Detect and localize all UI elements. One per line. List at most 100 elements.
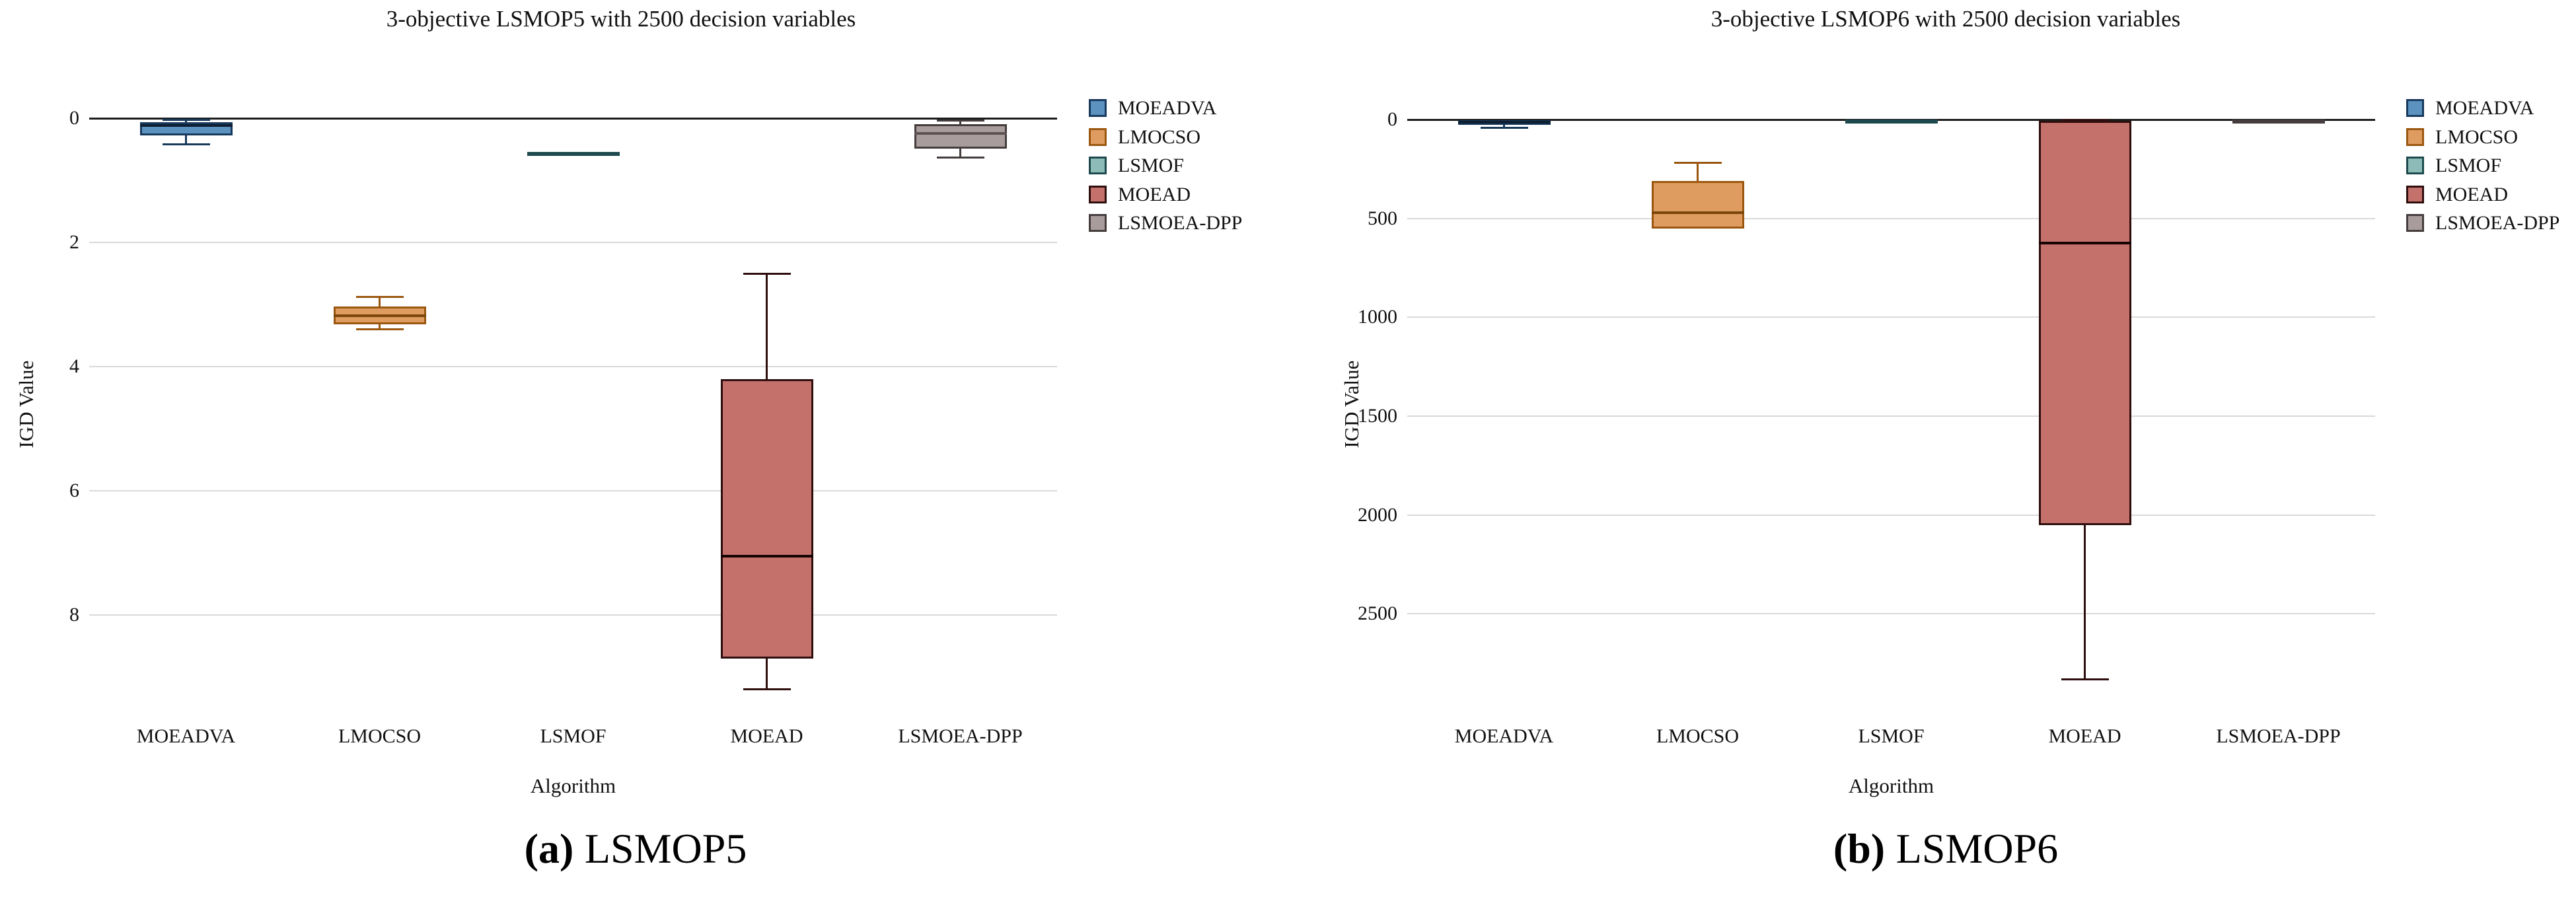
y-tick-label-2: 2 [69, 231, 79, 253]
whisker-upper-LSMOEA-DPP [959, 120, 961, 125]
gridline-2500 [1407, 613, 2375, 615]
caption-label: LSMOP5 [584, 825, 747, 872]
whisker-upper-LMOCSO [379, 297, 381, 306]
x-axis-label: Algorithm [1848, 774, 1934, 797]
whisker-cap-min-LMOCSO [355, 296, 404, 299]
box-LSMOEA-DPP [914, 124, 1007, 149]
whisker-upper-LMOCSO [1697, 162, 1699, 181]
gridline-2000 [1407, 514, 2375, 516]
chart-title: 3-objective LSMOP6 with 2500 decision va… [1711, 6, 2181, 32]
x-tick-label-LSMOEA-DPP: LSMOEA-DPP [2216, 725, 2341, 747]
legend-label-lsmof: LSMOF [2435, 155, 2502, 176]
legend-label-moead: MOEAD [2435, 183, 2508, 205]
median-MOEADVA [1457, 121, 1551, 124]
median-MOEADVA [139, 124, 233, 127]
median-LSMOEA-DPP [914, 131, 1007, 135]
legend-swatch-moead [2406, 185, 2424, 203]
y-tick-label-4: 4 [69, 355, 79, 377]
x-tick-label-MOEADVA: MOEADVA [1454, 725, 1554, 747]
gridline-500 [1407, 217, 2375, 219]
whisker-lower-LSMOEA-DPP [959, 149, 961, 158]
gridline-8 [89, 614, 1057, 616]
gridline-1000 [1407, 316, 2375, 318]
caption-index: (a) [524, 825, 574, 872]
legend-label-moeadva: MOEADVA [1118, 97, 1217, 119]
zero-axis-line [89, 117, 1057, 120]
gridline-4 [89, 366, 1057, 367]
legend-swatch-moead [1089, 185, 1107, 203]
x-tick-label-MOEAD: MOEAD [730, 725, 803, 747]
box-LSMOEA-DPP [2232, 120, 2325, 124]
median-LMOCSO [1651, 211, 1744, 214]
median-MOEAD [720, 554, 813, 557]
whisker-cap-min-MOEADVA [162, 119, 210, 122]
chart-title: 3-objective LSMOP5 with 2500 decision va… [386, 6, 856, 32]
whisker-cap-max-MOEAD [2061, 678, 2109, 680]
legend-label-lmocso: LMOCSO [2435, 126, 2519, 148]
caption-label: LSMOP6 [1895, 825, 2059, 872]
legend-label-lsmof: LSMOF [1118, 155, 1185, 176]
median-LMOCSO [333, 314, 426, 317]
median-MOEAD [2038, 242, 2131, 245]
box-LSMOF [1845, 120, 1938, 124]
whisker-cap-min-LSMOEA-DPP [936, 120, 984, 122]
y-tick-label-8: 8 [69, 604, 79, 626]
legend-swatch-lmocso [2406, 127, 2424, 146]
whisker-cap-max-LSMOEA-DPP [936, 156, 984, 159]
legend-swatch-moeadva [1089, 99, 1107, 117]
x-tick-label-MOEAD: MOEAD [2048, 725, 2121, 747]
x-tick-label-LSMOEA-DPP: LSMOEA-DPP [898, 725, 1023, 747]
x-tick-label-LMOCSO: LMOCSO [338, 725, 422, 747]
x-tick-label-LSMOF: LSMOF [540, 725, 607, 747]
whisker-lower-MOEAD [2084, 524, 2086, 680]
legend-label-lmocso: LMOCSO [1118, 126, 1201, 148]
legend-label-lsmoea-dpp: LSMOEA-DPP [2435, 212, 2560, 234]
whisker-cap-max-MOEAD [743, 688, 791, 691]
legend-swatch-lsmoea-dpp [2406, 214, 2424, 232]
whisker-cap-max-LMOCSO [355, 328, 404, 331]
legend-swatch-lsmof [1089, 157, 1107, 174]
legend-label-moead: MOEAD [1118, 183, 1191, 205]
y-tick-label-0: 0 [1387, 108, 1397, 130]
y-tick-label-2000: 2000 [1358, 503, 1397, 526]
x-tick-label-MOEADVA: MOEADVA [136, 725, 236, 747]
whisker-upper-MOEAD [766, 273, 768, 379]
legend-swatch-moeadva [2406, 99, 2424, 117]
whisker-cap-max-MOEADVA [162, 143, 210, 145]
gridline-1500 [1407, 415, 2375, 417]
caption-index: (b) [1833, 825, 1886, 872]
box-LMOCSO [1651, 180, 1744, 229]
y-tick-label-2500: 2500 [1358, 602, 1397, 625]
box-MOEAD [2038, 121, 2131, 525]
x-tick-label-LSMOF: LSMOF [1858, 725, 1925, 747]
whisker-cap-min-MOEAD [743, 272, 791, 275]
whisker-cap-min-MOEAD [2061, 118, 2109, 121]
subfigure-caption: (a) LSMOP5 [338, 824, 933, 873]
y-tick-label-0: 0 [69, 107, 79, 129]
x-axis-label: Algorithm [530, 774, 616, 797]
gridline-6 [89, 490, 1057, 491]
whisker-cap-min-LMOCSO [1674, 162, 1722, 164]
legend-label-moeadva: MOEADVA [2435, 97, 2534, 119]
whisker-lower-MOEADVA [1503, 125, 1505, 128]
x-tick-label-LMOCSO: LMOCSO [1656, 725, 1740, 747]
legend-swatch-lsmof [2406, 157, 2424, 174]
legend-swatch-lsmoea-dpp [1089, 214, 1107, 232]
y-tick-label-1000: 1000 [1358, 306, 1397, 328]
legend-label-lsmoea-dpp: LSMOEA-DPP [1118, 212, 1243, 234]
y-tick-label-6: 6 [69, 480, 79, 501]
whisker-lower-MOEAD [766, 658, 768, 690]
box-MOEAD [720, 378, 813, 659]
box-LSMOF [527, 152, 620, 157]
subfigure-caption: (b) LSMOP6 [1648, 824, 2243, 873]
whisker-lower-LMOCSO [379, 324, 381, 330]
legend-swatch-lmocso [1089, 127, 1107, 146]
y-tick-label-1500: 1500 [1358, 404, 1397, 427]
whisker-lower-MOEADVA [185, 135, 187, 145]
y-tick-label-500: 500 [1368, 207, 1397, 229]
whisker-cap-max-MOEADVA [1480, 127, 1528, 129]
gridline-2 [89, 242, 1057, 243]
